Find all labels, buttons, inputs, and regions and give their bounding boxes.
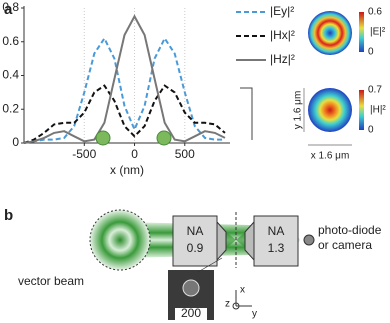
axis-icon-label: z (225, 299, 230, 310)
field-map (308, 11, 352, 55)
y-tick-label: 0.6 (2, 34, 19, 48)
vector-beam (89, 209, 151, 271)
detector (303, 234, 315, 246)
field-map (308, 88, 352, 132)
x-tick-label: -500 (72, 147, 96, 161)
x-tick-label: 0 (131, 147, 138, 161)
y-tick-label: 0 (12, 135, 19, 149)
scale-label: y 1.6 μm (293, 91, 304, 130)
axis-icon-label: x (240, 285, 245, 296)
objective-tip (216, 220, 227, 262)
lens-label: NA (268, 224, 285, 238)
scale-bar-label: 200 (181, 306, 201, 320)
series-line (23, 14, 226, 144)
sphere (156, 130, 172, 146)
objective (172, 215, 218, 267)
detector-label: photo-diode (318, 223, 382, 237)
y-tick-label: 0.4 (2, 68, 19, 82)
colorbar (359, 90, 364, 130)
colorbar-min: 0 (368, 47, 374, 58)
scale-label: x 1.6 μm (311, 151, 350, 162)
lens-label: 1.3 (268, 241, 285, 255)
colorbar-max: 0.7 (368, 85, 382, 96)
connector (197, 257, 223, 273)
detector-label: or camera (318, 238, 372, 252)
line-chart: 0 0.2 0.4 0.6 0.8 -500 0 500 x (nm) |Ey|² |Hx|² |Hz… (2, 0, 295, 177)
source-label: vector beam (18, 274, 84, 288)
x-tick-label: 500 (175, 147, 195, 161)
scale-box (175, 308, 207, 320)
series-line (23, 84, 226, 144)
colorbar-min: 0 (368, 125, 374, 136)
colorbar-max: 0.6 (368, 7, 382, 18)
x-axis-label: x (nm) (110, 163, 144, 177)
legend-label: |Hx|² (270, 28, 295, 42)
colorbar-label: |E|² (370, 27, 386, 38)
sphere (95, 130, 111, 146)
objective (253, 215, 299, 267)
y-tick-label: 0.2 (2, 101, 19, 115)
legend-label: |Hz|² (270, 52, 295, 66)
bracket (240, 87, 253, 140)
axes-icon (232, 290, 252, 310)
series-line (23, 36, 225, 144)
objective-tip (244, 220, 255, 262)
particle (182, 279, 200, 297)
panel-label: a (4, 1, 13, 18)
lens-label: 0.9 (187, 241, 204, 255)
y-tick-label: 0.8 (2, 0, 19, 14)
legend-label: |Ey|² (270, 4, 294, 18)
lens-label: NA (187, 224, 204, 238)
colorbar-label: |H|² (370, 105, 386, 116)
axis-icon-label: y (252, 309, 257, 320)
colorbar (359, 12, 364, 52)
panel-label: b (4, 207, 13, 224)
